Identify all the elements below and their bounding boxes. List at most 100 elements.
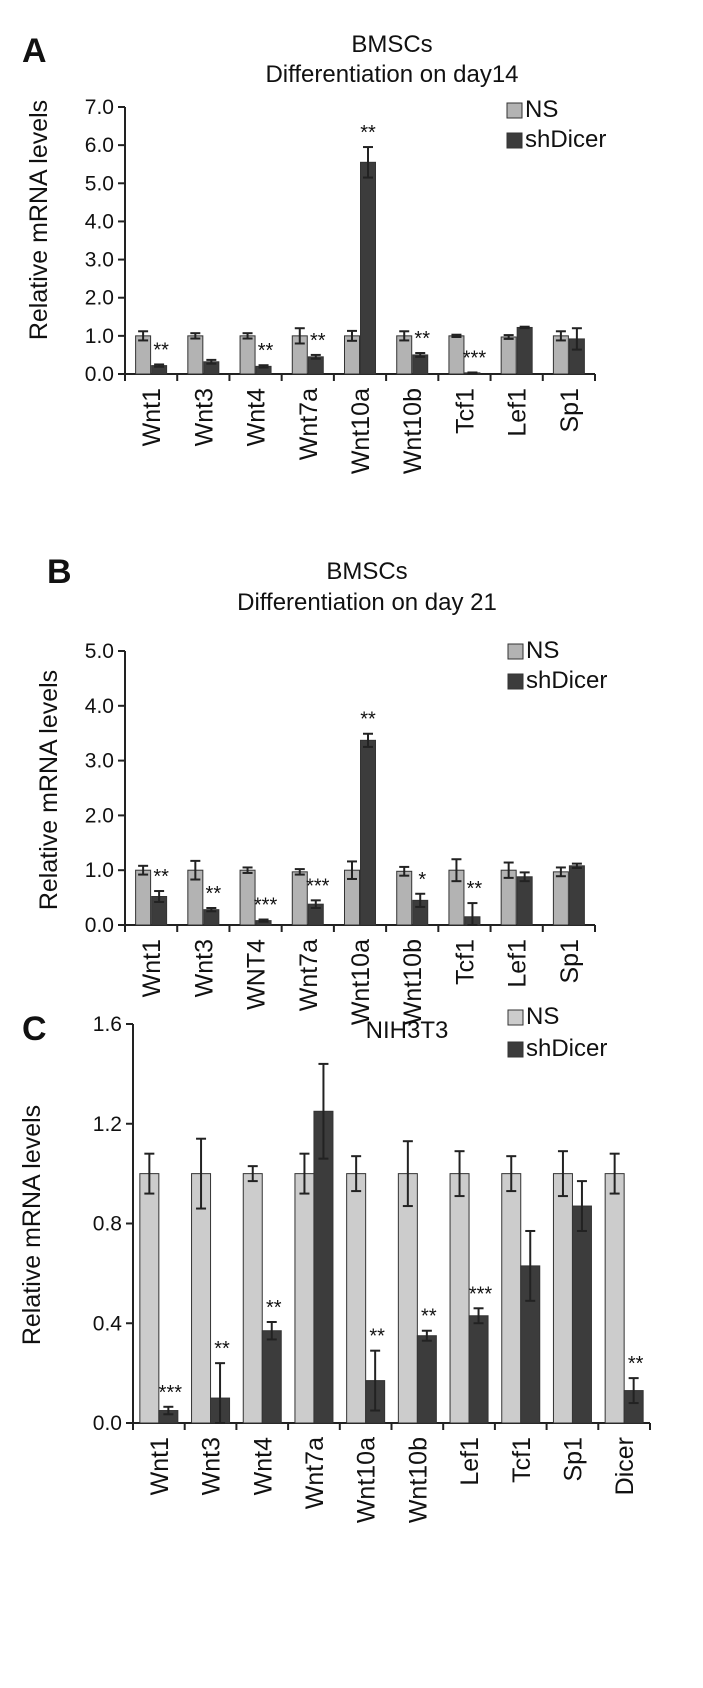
x-category-label: Wnt3 bbox=[190, 939, 218, 997]
bar-ns-wnt10b bbox=[396, 870, 413, 926]
bar-shdicer-lef1 bbox=[516, 876, 533, 926]
chart-title: BMSCs bbox=[351, 31, 432, 58]
legend-label: NS bbox=[526, 1003, 559, 1030]
bar-ns-lef1 bbox=[449, 1173, 470, 1424]
legend-swatch-shdicer bbox=[507, 1041, 524, 1058]
significance-label: *** bbox=[469, 1283, 493, 1305]
x-category-label: Sp1 bbox=[556, 939, 584, 983]
y-tick-label: 0.0 bbox=[85, 363, 114, 386]
chart-panel-b: B BMSCs Differentiation on day 21 Relative … bbox=[35, 553, 607, 1025]
y-tick-label: 6.0 bbox=[85, 134, 114, 157]
y-tick-label: 1.2 bbox=[93, 1113, 122, 1136]
bar-ns-wnt10a bbox=[346, 1173, 367, 1424]
x-category-label: Wnt1 bbox=[138, 939, 166, 997]
x-category-label: Wnt10a bbox=[347, 388, 375, 474]
x-category-label: Lef1 bbox=[504, 939, 532, 988]
x-category-label: Wnt4 bbox=[243, 388, 271, 446]
bar-ns-wnt7a bbox=[291, 871, 308, 926]
y-tick-label: 0.4 bbox=[93, 1312, 123, 1335]
x-category-label: Sp1 bbox=[559, 1437, 587, 1481]
y-tick-label: 4.0 bbox=[85, 210, 114, 233]
significance-label: ** bbox=[310, 330, 326, 352]
significance-label: * bbox=[418, 869, 426, 891]
x-category-label: Lef1 bbox=[456, 1437, 484, 1486]
bar-ns-wnt10b bbox=[397, 1173, 418, 1424]
bar-shdicer-lef1 bbox=[516, 326, 533, 375]
significance-label: ** bbox=[421, 1306, 437, 1328]
y-axis-title: Relative mRNA levels bbox=[18, 1105, 46, 1345]
legend-swatch-ns bbox=[507, 643, 524, 660]
chart-subtitle: Differentiation on day14 bbox=[265, 61, 518, 88]
chart-title: NIH3T3 bbox=[366, 1017, 449, 1044]
bar-ns-tcf1 bbox=[501, 1173, 522, 1424]
legend-swatch-ns bbox=[507, 1009, 524, 1026]
bar-shdicer-wnt4 bbox=[261, 1330, 282, 1424]
x-category-label: Wnt10a bbox=[353, 1437, 381, 1523]
legend-label: NS bbox=[525, 96, 558, 123]
bar-shdicer-wnt10a bbox=[360, 161, 376, 375]
y-tick-label: 1.0 bbox=[85, 325, 114, 348]
legend-swatch-shdicer bbox=[506, 132, 523, 149]
x-category-label: Wnt10b bbox=[404, 1437, 432, 1523]
x-category-label: Tcf1 bbox=[508, 1437, 536, 1483]
x-category-label: WNT4 bbox=[243, 939, 271, 1010]
y-tick-label: 1.0 bbox=[85, 859, 114, 882]
chart-panel-c: C NIH3T3 Relative mRNA levels 0.0 0.4 0.8 1.2 1… bbox=[18, 1003, 651, 1523]
significance-label: *** bbox=[159, 1382, 183, 1404]
significance-label: ** bbox=[214, 1338, 230, 1360]
significance-label: ** bbox=[258, 340, 274, 362]
x-category-label: Wnt3 bbox=[190, 388, 218, 446]
panel-label: C bbox=[22, 1010, 47, 1048]
x-category-label: Wnt1 bbox=[146, 1437, 174, 1495]
x-category-label: Wnt10a bbox=[347, 939, 375, 1025]
x-category-label: Wnt7a bbox=[295, 939, 323, 1011]
y-tick-label: 0.8 bbox=[93, 1213, 122, 1236]
significance-label: *** bbox=[463, 347, 487, 369]
bar-ns-sp1 bbox=[552, 335, 569, 375]
y-tick-label: 0.0 bbox=[93, 1412, 122, 1435]
bar-ns-lef1 bbox=[500, 336, 517, 375]
x-category-label: Wnt7a bbox=[295, 388, 323, 460]
y-tick-label: 3.0 bbox=[85, 750, 114, 773]
panel-label: B bbox=[47, 553, 72, 591]
significance-label: ** bbox=[467, 878, 483, 900]
bar-ns-tcf1 bbox=[448, 335, 465, 375]
legend-swatch-ns bbox=[506, 102, 523, 119]
bar-ns-wnt7a bbox=[294, 1173, 315, 1424]
x-category-label: Wnt3 bbox=[198, 1437, 226, 1495]
panel-label: A bbox=[22, 32, 47, 70]
bar-ns-wnt4 bbox=[239, 335, 256, 375]
significance-label: ** bbox=[153, 866, 169, 888]
y-tick-label: 7.0 bbox=[85, 96, 114, 119]
bar-shdicer-sp1 bbox=[568, 865, 585, 926]
significance-label: ** bbox=[266, 1297, 282, 1319]
chart-panel-a: A BMSCs Differentiation on day14 Relative m… bbox=[22, 31, 606, 474]
y-tick-label: 4.0 bbox=[85, 695, 114, 718]
bar-ns-wnt10b bbox=[396, 335, 413, 375]
x-category-label: Lef1 bbox=[504, 388, 532, 437]
legend-swatch-shdicer bbox=[507, 673, 524, 690]
chart-title: BMSCs bbox=[326, 558, 407, 585]
bar-ns-wnt4 bbox=[242, 1173, 263, 1424]
x-category-label: Wnt10b bbox=[399, 939, 427, 1025]
x-category-label: Sp1 bbox=[556, 388, 584, 432]
x-category-label: Wnt1 bbox=[138, 388, 166, 446]
x-category-label: Dicer bbox=[611, 1437, 639, 1495]
x-category-label: Tcf1 bbox=[451, 388, 479, 434]
chart-subtitle: Differentiation on day 21 bbox=[237, 589, 497, 616]
legend-label: shDicer bbox=[526, 667, 607, 694]
significance-label: ** bbox=[153, 339, 169, 361]
y-axis-title: Relative mRNA levels bbox=[35, 670, 63, 910]
bar-ns-dicer bbox=[604, 1173, 625, 1424]
y-axis-title: Relative mRNA levels bbox=[25, 100, 53, 340]
legend-label: shDicer bbox=[526, 1035, 607, 1062]
significance-label: ** bbox=[360, 709, 376, 731]
bar-shdicer-sp1 bbox=[571, 1205, 592, 1424]
bar-ns-wnt3 bbox=[187, 335, 204, 375]
significance-label: ** bbox=[369, 1326, 385, 1348]
x-category-label: Wnt4 bbox=[249, 1437, 277, 1495]
significance-label: *** bbox=[254, 895, 278, 917]
y-tick-label: 2.0 bbox=[85, 287, 114, 310]
bar-ns-wnt1 bbox=[135, 335, 152, 375]
y-tick-label: 2.0 bbox=[85, 804, 114, 827]
